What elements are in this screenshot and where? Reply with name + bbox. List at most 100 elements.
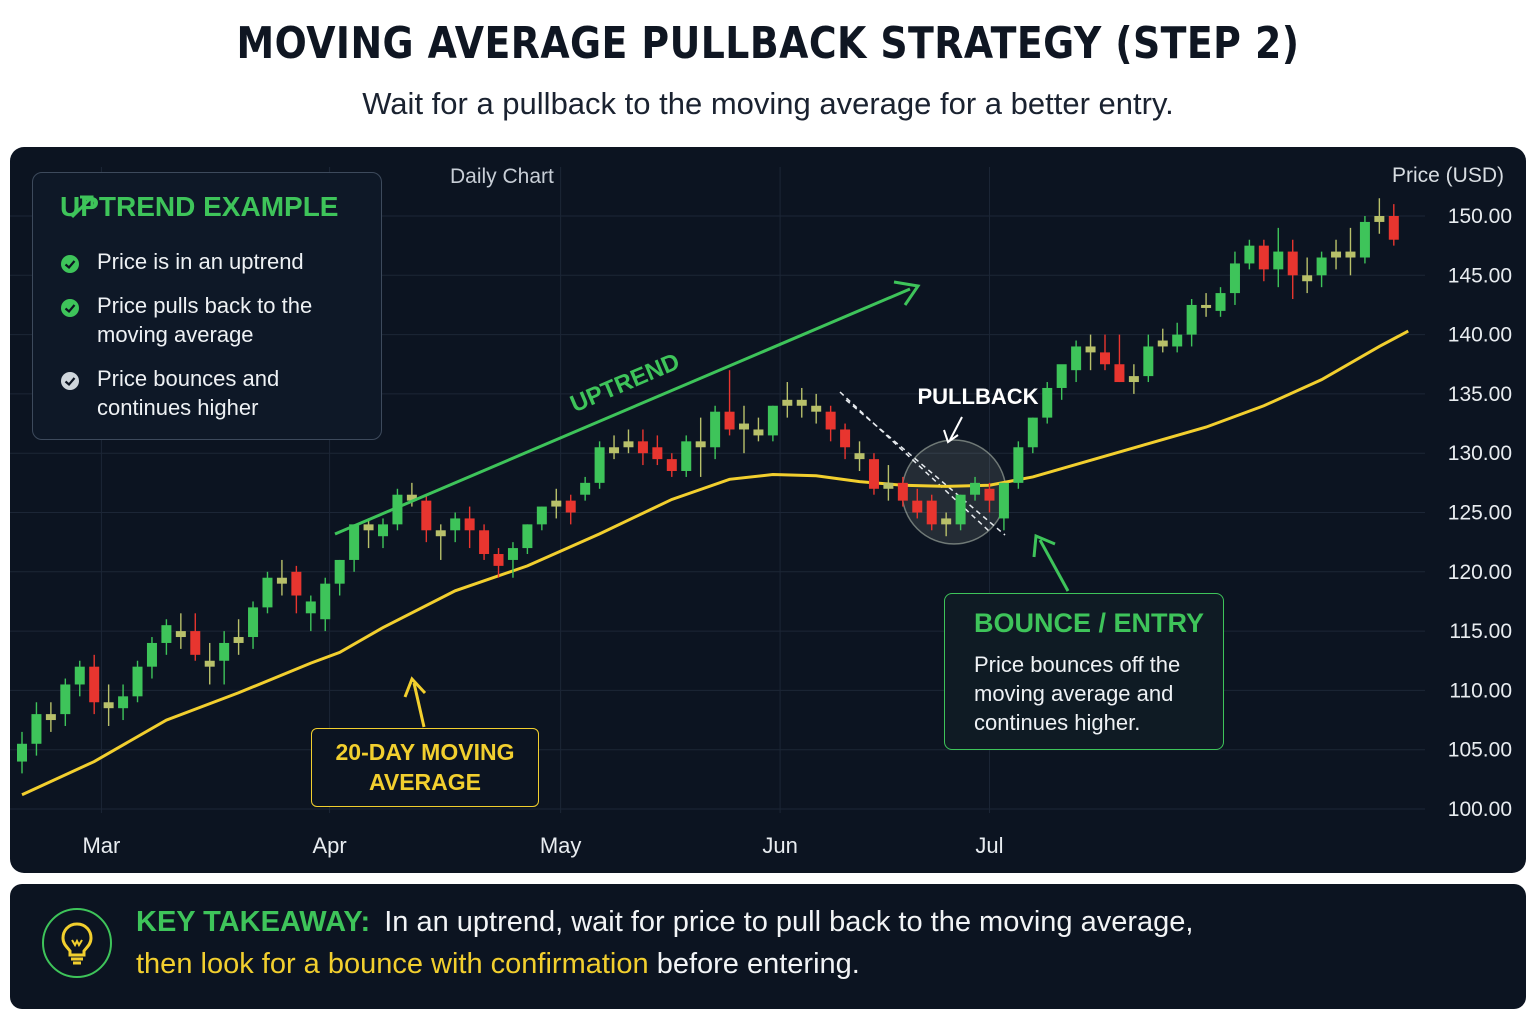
key-takeaway-panel: KEY TAKEAWAY: In an uptrend, wait for pri…	[10, 884, 1526, 1009]
candle-body	[450, 518, 461, 531]
y-tick-label: 110.00	[1449, 679, 1512, 702]
candle-body	[565, 500, 576, 513]
candle-body	[840, 429, 851, 448]
candle-body	[522, 524, 533, 549]
candle-body	[276, 577, 287, 584]
candle-body	[17, 743, 27, 762]
candle-body	[580, 482, 591, 495]
candle-body	[854, 453, 865, 460]
candle-body	[1374, 216, 1385, 222]
takeaway-line-2: then look for a bounce with confirmation…	[136, 948, 860, 981]
pullback-label: PULLBACK	[918, 384, 1039, 409]
y-tick-label: 115.00	[1449, 620, 1512, 643]
moving-average-label-box: 20-DAY MOVING AVERAGE	[311, 728, 539, 807]
candle-body	[74, 666, 85, 685]
candle-body	[912, 500, 923, 513]
candle-body	[970, 482, 981, 495]
candle-body	[60, 684, 71, 715]
bounce-arrow-head	[1032, 533, 1056, 558]
x-tick-label: Jul	[975, 833, 1003, 858]
pullback-arrow-head	[943, 429, 959, 444]
arrow-up-right-icon	[70, 195, 94, 219]
y-tick-label: 135.00	[1448, 383, 1512, 406]
y-axis-label: Price (USD)	[1392, 164, 1504, 187]
candle-body	[1359, 221, 1370, 258]
candle-body	[1114, 364, 1125, 383]
page-title: MOVING AVERAGE PULLBACK STRATEGY (STEP 2…	[236, 18, 1300, 69]
candle-body	[421, 500, 432, 531]
ma-arrow-line	[412, 682, 426, 728]
x-tick-label: Mar	[82, 833, 120, 858]
candle-body	[1244, 245, 1255, 264]
candle-body	[710, 411, 721, 448]
y-tick-label: 140.00	[1448, 324, 1512, 347]
candle-body	[190, 631, 201, 655]
candle-body	[594, 447, 605, 483]
candle-body	[45, 714, 56, 721]
y-tick-label: 120.00	[1448, 561, 1512, 584]
candle-body	[609, 447, 620, 454]
candle-body	[1229, 263, 1240, 294]
ma-arrow-head	[403, 676, 427, 698]
uptrend-item-1: Price is in an uptrend	[97, 249, 304, 274]
candle-body	[1157, 340, 1168, 347]
candle-body	[31, 714, 42, 744]
candle-body	[1215, 293, 1226, 311]
candle-body	[233, 637, 244, 643]
candle-body	[666, 459, 677, 471]
takeaway-highlight: then look for a bounce with confirmation	[136, 948, 649, 980]
candle-body	[1027, 417, 1038, 448]
candle-body	[291, 571, 302, 596]
candle-body	[161, 625, 172, 643]
candle-body	[796, 399, 807, 406]
uptrend-item-3: Price bounces and continues higher	[97, 366, 280, 420]
takeaway-text: In an uptrend, wait for price to pull ba…	[384, 906, 1194, 938]
candle-body	[984, 488, 995, 501]
candle-body	[118, 696, 129, 709]
candle-body	[1273, 251, 1284, 270]
candle-body	[1013, 447, 1024, 483]
takeaway-line-1: KEY TAKEAWAY: In an uptrend, wait for pri…	[136, 906, 1193, 939]
x-tick-label: Jun	[762, 833, 797, 858]
candle-body	[1287, 251, 1298, 276]
candle-body	[623, 441, 634, 448]
uptrend-example-box: UPTREND EXAMPLE Price is in an uptrend P…	[32, 172, 382, 440]
candle-body	[406, 494, 417, 501]
candle-body	[1331, 251, 1342, 258]
candle-body	[349, 524, 360, 560]
x-tick-label: May	[540, 833, 582, 858]
pullback-channel-lower	[845, 399, 1006, 536]
uptrend-item-2: Price pulls back to the moving average	[97, 293, 313, 347]
candle-body	[753, 429, 764, 436]
candle-body	[536, 506, 547, 525]
pullback-channel-upper	[839, 391, 991, 533]
uptrend-example-title: UPTREND EXAMPLE	[60, 191, 339, 222]
y-tick-label: 130.00	[1448, 442, 1512, 465]
candle-body	[248, 607, 259, 638]
candle-body	[334, 559, 345, 584]
chart-label: Daily Chart	[450, 165, 554, 188]
candle-body	[103, 702, 114, 709]
bounce-entry-box: BOUNCE / ENTRY Price bounces off the mov…	[944, 593, 1224, 750]
pullback-arrow-line	[949, 416, 963, 441]
candle-body	[551, 500, 562, 507]
uptrend-arrow-head	[893, 280, 921, 306]
candle-body	[1071, 346, 1082, 371]
candle-body	[1056, 364, 1067, 388]
uptrend-label: UPTREND	[566, 348, 683, 418]
candle-body	[1042, 387, 1053, 418]
candle-body	[1128, 376, 1139, 383]
candle-body	[262, 577, 273, 608]
candle-body	[392, 494, 403, 525]
candle-body	[1172, 334, 1183, 347]
candle-body	[320, 583, 331, 620]
candle-body	[464, 518, 475, 531]
moving-average-line	[21, 329, 1409, 797]
candle-body	[926, 500, 937, 525]
takeaway-text-rest: before entering.	[648, 948, 860, 980]
lightbulb-icon	[42, 908, 112, 978]
candle-body	[739, 423, 749, 430]
candle-body	[883, 482, 894, 489]
uptrend-arrow-line	[334, 287, 911, 536]
y-tick-label: 150.00	[1448, 205, 1512, 228]
